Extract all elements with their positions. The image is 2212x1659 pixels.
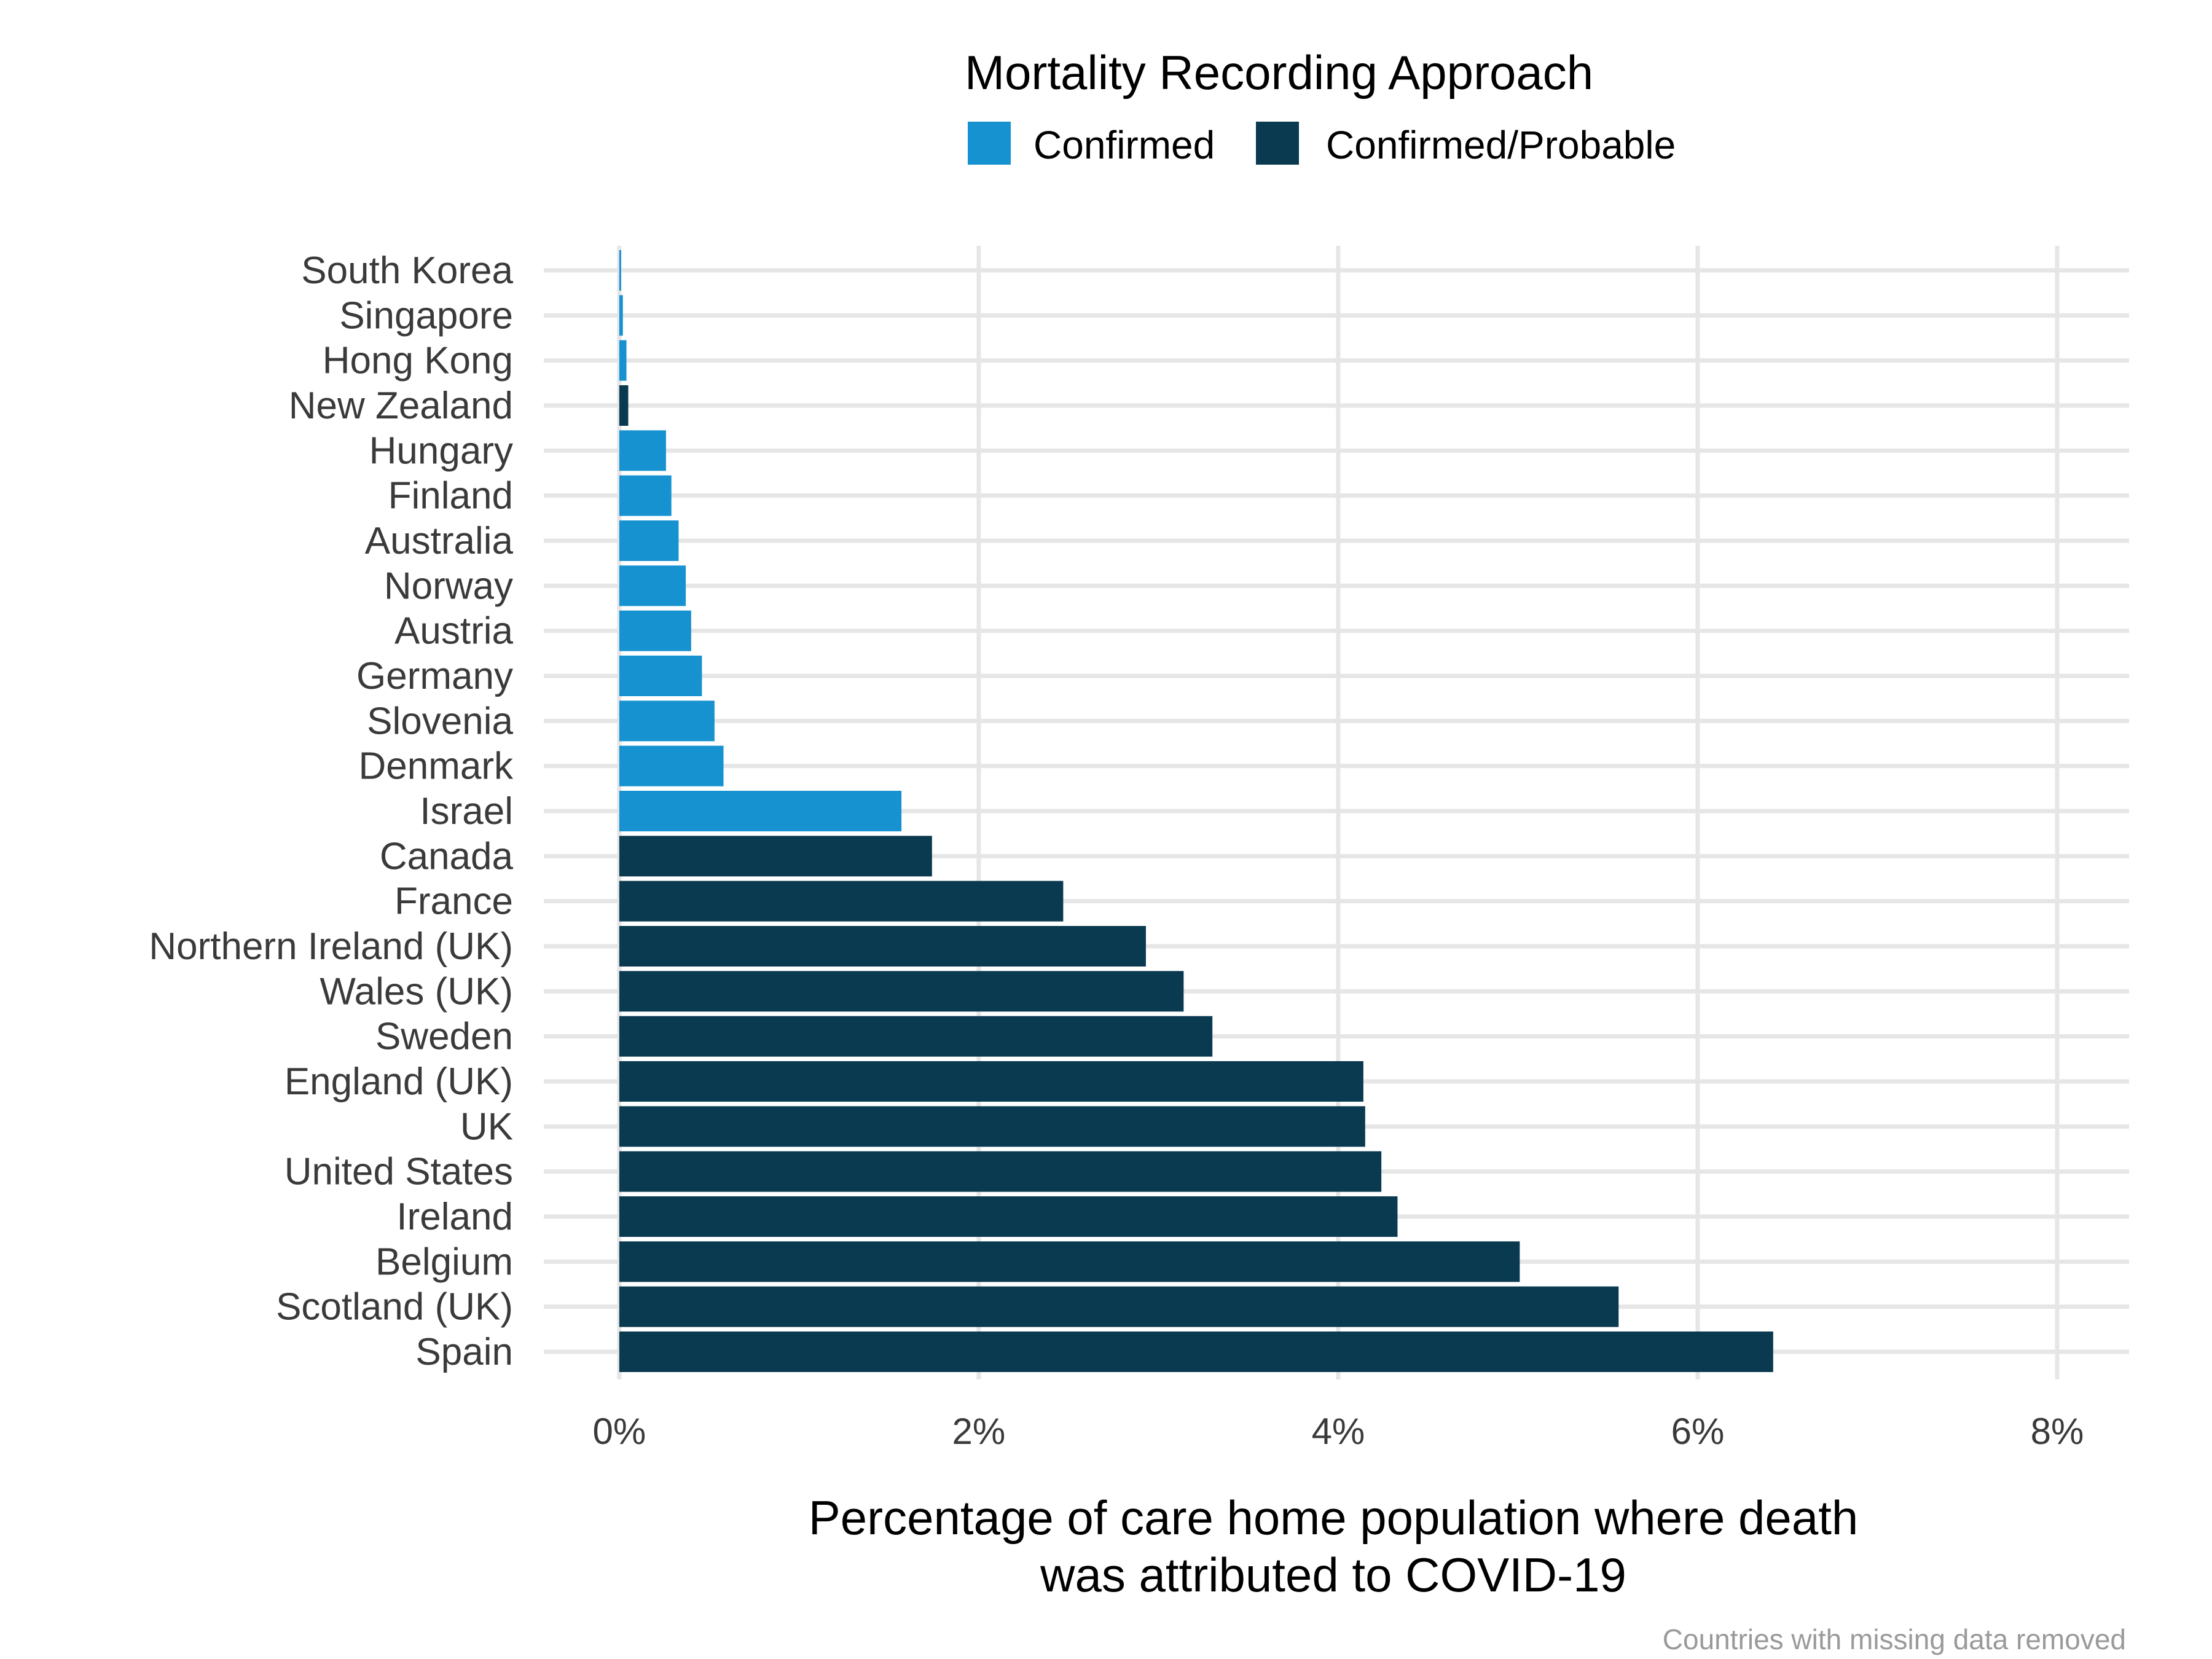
category-label-sweden: Sweden: [375, 1016, 513, 1058]
bar-england-uk: [619, 1061, 1363, 1102]
x-tick-labels: 0% 2% 4% 6% 8%: [592, 1411, 2084, 1452]
category-label-south-korea: South Korea: [301, 249, 513, 292]
x-tick-label-0: 0%: [592, 1411, 646, 1452]
category-label-scotland-uk: Scotland (UK): [276, 1286, 513, 1328]
caption: Countries with missing data removed: [1663, 1623, 2126, 1655]
x-tick-label-4: 8%: [2031, 1411, 2084, 1452]
bar-wales-uk: [619, 971, 1184, 1012]
bar-hungary: [619, 430, 666, 471]
category-label-austria: Austria: [394, 610, 513, 653]
category-label-france: France: [394, 880, 513, 923]
legend-label-confirmed-probable: Confirmed/Probable: [1326, 123, 1676, 167]
x-tick-label-3: 6%: [1671, 1411, 1725, 1452]
legend-swatch-confirmed-probable: [1256, 122, 1299, 165]
x-tick-label-1: 2%: [952, 1411, 1006, 1452]
bars: [619, 250, 1773, 1372]
category-label-denmark: Denmark: [358, 745, 514, 788]
x-axis-title-line-2: was attributed to COVID-19: [1040, 1548, 1626, 1602]
bar-france: [619, 880, 1064, 922]
category-label-united-states: United States: [284, 1151, 513, 1193]
category-label-england-uk: England (UK): [284, 1061, 513, 1103]
category-label-ireland: Ireland: [396, 1196, 513, 1238]
category-label-israel: Israel: [420, 790, 513, 833]
x-axis-title-line-1: Percentage of care home population where…: [809, 1491, 1859, 1545]
category-label-spain: Spain: [415, 1331, 513, 1373]
bar-slovenia: [619, 700, 715, 742]
bar-australia: [619, 520, 679, 561]
bar-denmark: [619, 745, 724, 786]
category-label-northern-ireland-uk: Northern Ireland (UK): [149, 925, 513, 968]
bar-germany: [619, 656, 702, 696]
category-label-finland: Finland: [388, 475, 513, 517]
category-label-wales-uk: Wales (UK): [320, 970, 513, 1013]
bar-northern-ireland-uk: [619, 926, 1146, 967]
bar-south-korea: [619, 250, 621, 291]
category-label-uk: UK: [460, 1105, 513, 1148]
bar-austria: [619, 610, 691, 651]
legend-title: Mortality Recording Approach: [965, 45, 1593, 100]
bar-norway: [619, 565, 686, 606]
bar-sweden: [619, 1016, 1213, 1057]
x-tick-label-2: 4%: [1312, 1411, 1365, 1452]
bar-new-zealand: [619, 385, 629, 426]
category-label-hong-kong: Hong Kong: [323, 340, 513, 382]
category-label-canada: Canada: [380, 835, 514, 877]
legend-swatch-confirmed: [968, 122, 1011, 165]
category-label-norway: Norway: [384, 565, 513, 607]
category-label-germany: Germany: [356, 655, 513, 697]
bar-hong-kong: [619, 340, 627, 381]
bar-finland: [619, 475, 672, 516]
legend-label-confirmed: Confirmed: [1033, 123, 1215, 167]
category-label-new-zealand: New Zealand: [289, 385, 513, 427]
bar-uk: [619, 1106, 1365, 1147]
category-label-australia: Australia: [365, 520, 514, 562]
category-label-slovenia: Slovenia: [367, 700, 513, 742]
category-label-hungary: Hungary: [369, 429, 513, 472]
category-label-belgium: Belgium: [375, 1241, 513, 1283]
bar-spain: [619, 1332, 1773, 1372]
bar-ireland: [619, 1196, 1398, 1237]
bar-israel: [619, 791, 902, 831]
bar-united-states: [619, 1151, 1382, 1192]
bar-belgium: [619, 1241, 1520, 1282]
bar-canada: [619, 836, 932, 877]
bar-singapore: [619, 295, 623, 336]
legend: Mortality Recording Approach Confirmed C…: [965, 45, 1676, 167]
bar-scotland-uk: [619, 1286, 1619, 1327]
category-label-singapore: Singapore: [339, 294, 513, 337]
